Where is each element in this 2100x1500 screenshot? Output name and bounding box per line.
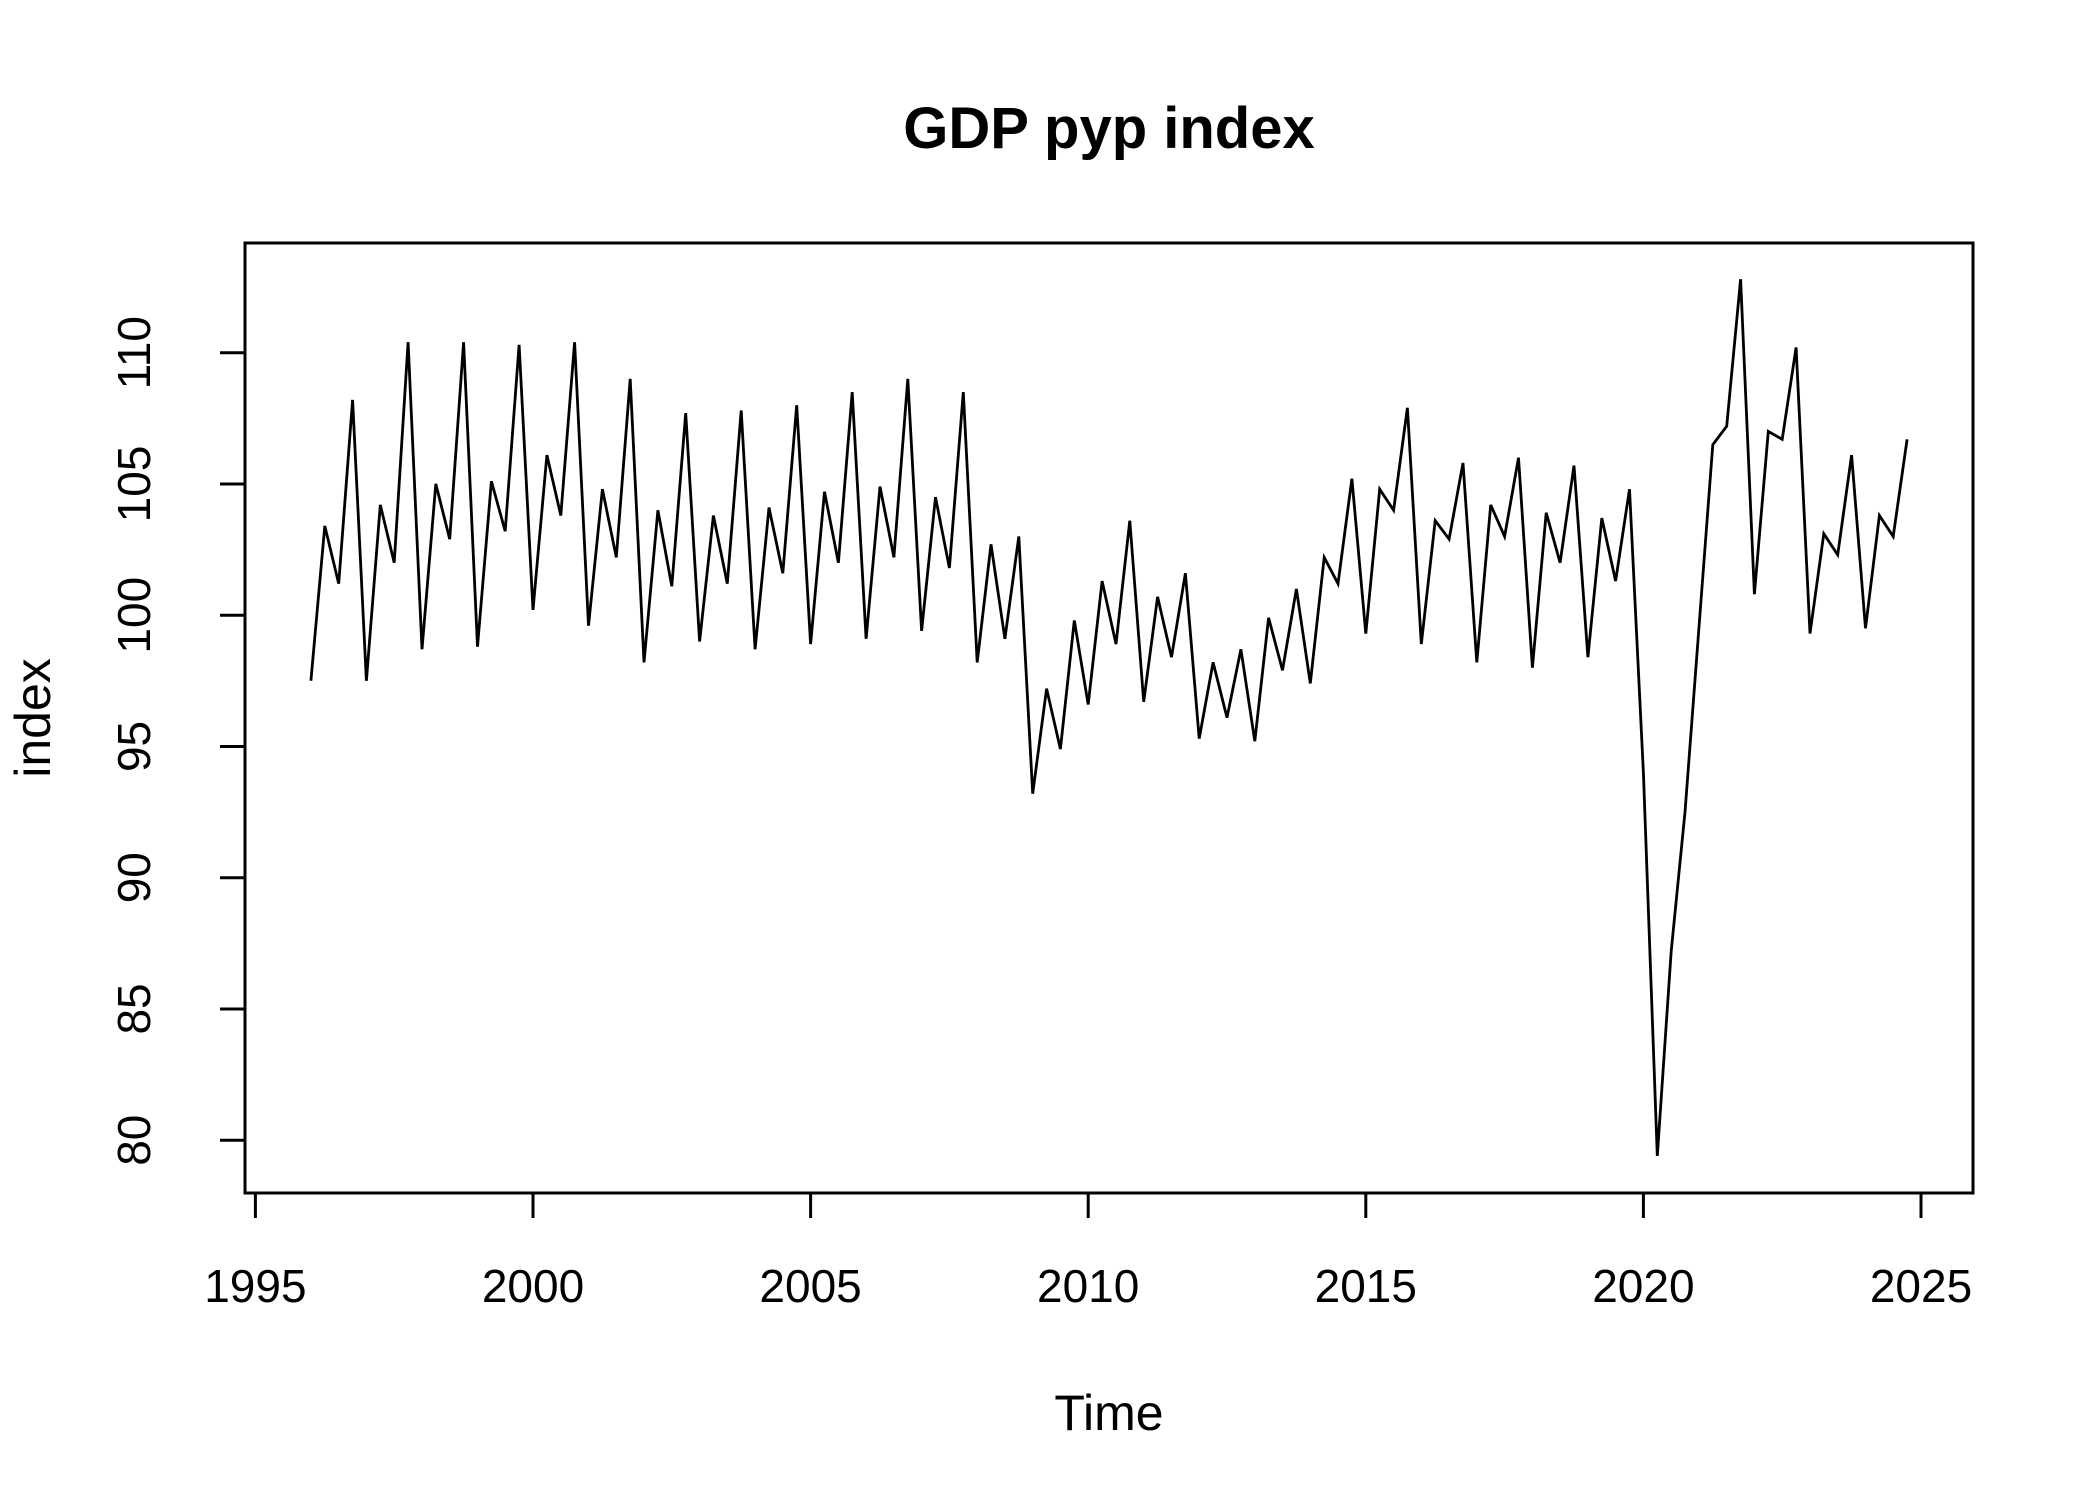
y-tick-label-105: 105 bbox=[108, 446, 160, 523]
y-tick-label-95: 95 bbox=[108, 721, 160, 772]
y-tick-label-100: 100 bbox=[108, 577, 160, 654]
y-tick-label-85: 85 bbox=[108, 983, 160, 1034]
x-tick-label-2020: 2020 bbox=[1592, 1260, 1694, 1312]
x-axis-label: Time bbox=[1054, 1385, 1163, 1441]
x-tick-label-2005: 2005 bbox=[759, 1260, 861, 1312]
plot-box bbox=[243, 241, 1975, 1195]
chart-title: GDP pyp index bbox=[903, 96, 1314, 161]
axis-ticks: 1995 2000 2005 2010 2015 2020 2025 80 85 90 95 100 1… bbox=[108, 316, 1972, 1312]
gdp-series-line bbox=[309, 279, 1909, 1156]
y-tick-label-80: 80 bbox=[108, 1115, 160, 1166]
y-tick-label-110: 110 bbox=[108, 316, 160, 389]
x-tick-label-2010: 2010 bbox=[1037, 1260, 1139, 1312]
x-tick-label-2000: 2000 bbox=[482, 1260, 584, 1312]
y-tick-label-90: 90 bbox=[108, 852, 160, 903]
x-tick-label-1995: 1995 bbox=[204, 1260, 306, 1312]
x-tick-label-2025: 2025 bbox=[1870, 1260, 1972, 1312]
series-layer bbox=[309, 279, 1909, 1156]
y-axis-label: index bbox=[5, 658, 61, 778]
x-tick-label-2015: 2015 bbox=[1315, 1260, 1417, 1312]
